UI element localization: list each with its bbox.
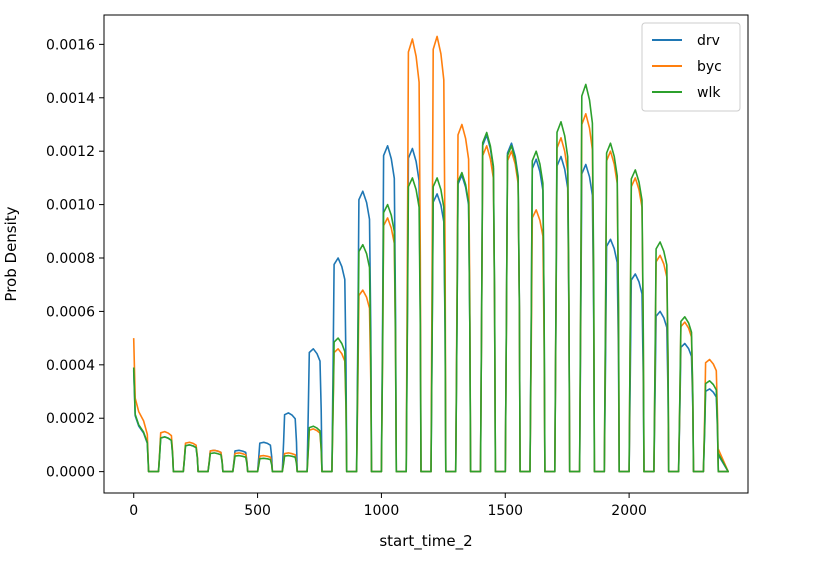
y-tick-label: 0.0008 [46,251,95,267]
y-tick-label: 0.0002 [46,411,95,427]
x-tick-label: 2000 [611,503,647,519]
x-tick-label: 1500 [487,503,523,519]
y-tick-label: 0.0006 [46,304,95,320]
legend-label-drv: drv [697,33,720,49]
y-axis-label: Prob Density [2,206,20,301]
series-line-wlk [132,83,729,473]
x-tick-label: 0 [129,503,138,519]
y-tick-label: 0.0016 [46,37,95,53]
legend-label-byc: byc [697,59,722,75]
x-axis: 0 500 1000 1500 2000 [129,493,647,519]
legend: drv byc wlk [641,22,741,112]
x-tick-label: 500 [244,503,271,519]
y-tick-label: 0.0014 [46,91,95,107]
y-tick-label: 0.0012 [46,144,95,160]
legend-box [641,22,741,112]
series-layer [132,35,729,473]
y-tick-label: 0.0010 [46,198,95,214]
legend-label-wlk: wlk [697,85,721,101]
plot-area [104,15,748,493]
plot-frame [103,14,749,494]
x-axis-label: start_time_2 [379,532,472,551]
y-tick-label: 0.0004 [46,358,95,374]
y-axis: 0.0000 0.0002 0.0004 0.0006 0.0008 0.0010 0.00… [46,37,104,481]
x-tick-label: 1000 [364,503,400,519]
y-tick-label: 0.0000 [46,465,95,481]
